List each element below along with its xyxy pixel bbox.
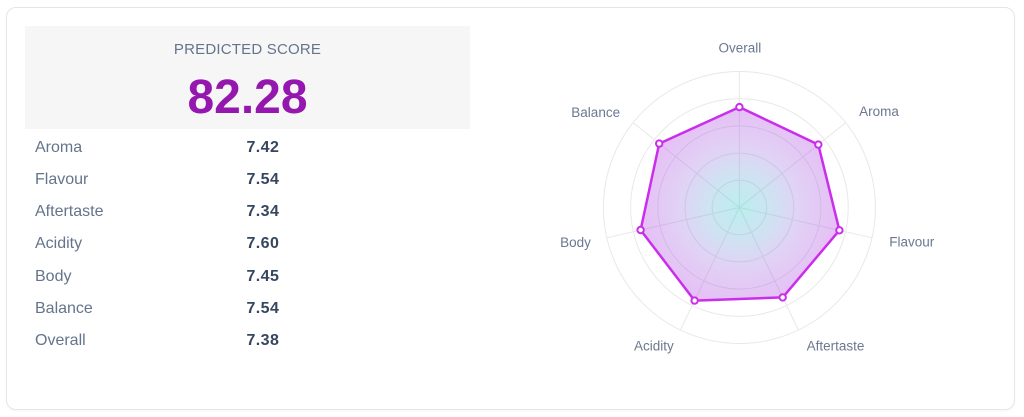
- svg-text:Balance: Balance: [571, 105, 620, 120]
- svg-text:Aftertaste: Aftertaste: [807, 339, 865, 354]
- svg-text:Overall: Overall: [719, 40, 762, 55]
- svg-text:Body: Body: [560, 235, 591, 250]
- svg-text:Flavour: Flavour: [889, 235, 935, 250]
- svg-text:Aroma: Aroma: [859, 104, 899, 119]
- svg-text:Acidity: Acidity: [634, 339, 674, 354]
